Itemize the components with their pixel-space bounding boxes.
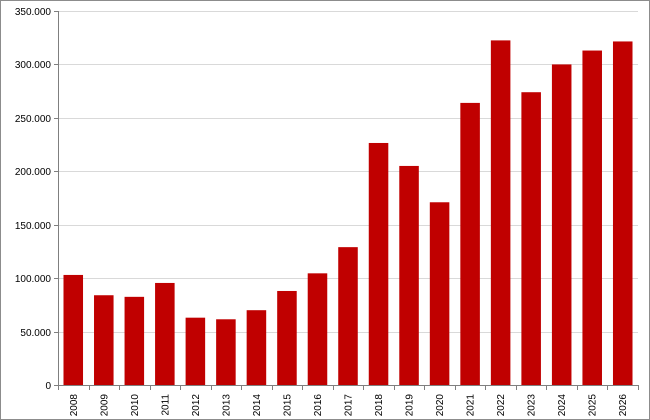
- bar: [124, 296, 145, 385]
- x-tick-label: 2025: [588, 394, 599, 417]
- bar: [338, 247, 358, 385]
- x-tick-label: 2024: [557, 394, 568, 417]
- bar: [94, 295, 114, 385]
- x-tick-label: 2009: [99, 394, 110, 417]
- x-tick-label: 2008: [69, 394, 80, 417]
- y-tick-label: 150.000: [15, 221, 52, 232]
- y-tick-label: 300.000: [15, 60, 52, 71]
- bar: [399, 165, 419, 385]
- x-tick-label: 2016: [313, 394, 324, 417]
- x-tick-label: 2018: [374, 394, 385, 417]
- x-tick-label: 2019: [405, 394, 416, 417]
- x-tick-label: 2011: [160, 394, 171, 416]
- bar: [155, 282, 175, 385]
- bar: [246, 310, 267, 385]
- y-tick-label: 0: [45, 381, 51, 392]
- x-tick-label: 2020: [435, 394, 446, 417]
- bars: [63, 40, 633, 386]
- x-tick-label: 2022: [496, 394, 507, 417]
- bar: [612, 41, 633, 385]
- bar: [185, 317, 206, 385]
- axes: [54, 11, 639, 390]
- y-tick-label: 200.000: [15, 167, 52, 178]
- x-tick-label: 2012: [191, 394, 202, 417]
- y-tick-label: 100.000: [15, 274, 52, 285]
- gridlines: [58, 11, 638, 333]
- bar: [307, 273, 328, 385]
- x-tick-label: 2010: [130, 394, 141, 417]
- bar: [490, 40, 511, 385]
- bar: [429, 202, 450, 385]
- bar: [460, 102, 480, 386]
- bar: [551, 64, 572, 386]
- bar: [63, 274, 84, 385]
- bar: [216, 319, 236, 385]
- y-tick-label: 50.000: [20, 328, 51, 339]
- x-tick-label: 2014: [252, 394, 263, 417]
- bar: [521, 92, 541, 386]
- bar: [277, 290, 297, 385]
- y-tick-label: 350.000: [15, 7, 52, 18]
- x-tick-label: 2015: [282, 394, 293, 417]
- x-tick-label: 2026: [618, 394, 629, 417]
- x-tick-labels: 2008 2009 2010 2011 2012 2013 2014 2015 2016 2017…: [69, 394, 629, 417]
- x-tick-label: 2021: [466, 394, 477, 417]
- x-tick-label: 2013: [221, 394, 232, 417]
- bar: [368, 142, 389, 385]
- bar: [582, 50, 602, 385]
- y-tick-labels: 0 50.000 100.000 150.000 200.000 250.000 300.0…: [15, 7, 52, 392]
- x-tick-label: 2023: [527, 394, 538, 417]
- y-tick-label: 250.000: [15, 114, 52, 125]
- x-tick-label: 2017: [344, 394, 355, 417]
